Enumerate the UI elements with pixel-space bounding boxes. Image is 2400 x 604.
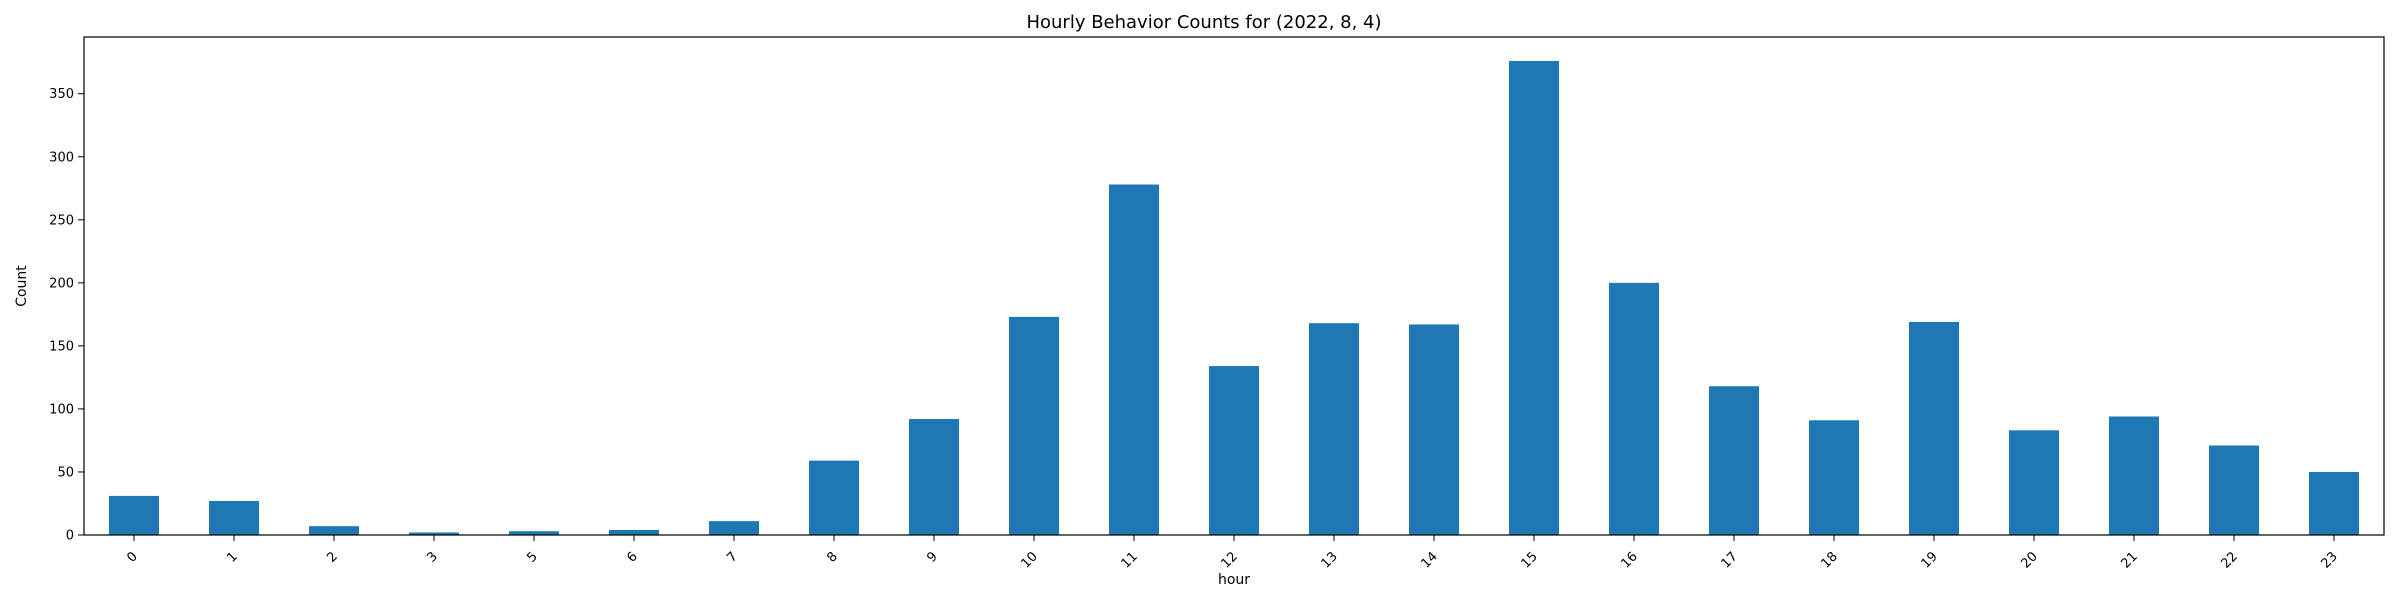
bar-hour-14 [1409, 324, 1459, 535]
y-tick-label: 50 [57, 465, 74, 480]
bar-hour-5 [509, 531, 559, 535]
bar-hour-2 [309, 526, 359, 535]
x-tick-label: 17 [1719, 549, 1741, 571]
y-tick-label: 200 [49, 276, 74, 291]
y-tick-label: 300 [49, 150, 74, 165]
x-tick-label: 16 [1619, 549, 1641, 571]
x-tick-label: 13 [1319, 549, 1341, 571]
bar-hour-19 [1909, 321, 1959, 535]
bar-hour-21 [2109, 416, 2159, 535]
x-tick-label: 10 [1019, 549, 1041, 571]
x-tick-label: 1 [224, 549, 240, 565]
bar-hour-11 [1109, 184, 1159, 535]
x-tick-label: 15 [1519, 549, 1541, 571]
x-axis-ticks: 0 1 2 3 5 6 7 8 9 10 11 12 13 14 15 16 17 18 19 20 21 22 23 [124, 535, 2341, 572]
bar-hour-1 [209, 500, 259, 535]
y-axis-ticks: 0 50 100 150 200 250 300 350 [49, 87, 84, 544]
x-tick-label: 23 [2319, 549, 2341, 571]
bar-hour-10 [1009, 316, 1059, 535]
x-tick-label: 3 [424, 549, 440, 565]
x-tick-label: 11 [1119, 549, 1141, 571]
bar-hour-13 [1309, 323, 1359, 535]
x-tick-label: 20 [2019, 549, 2041, 571]
x-tick-label: 19 [1919, 549, 1941, 571]
bar-hour-18 [1809, 420, 1859, 535]
bar-hour-6 [609, 529, 659, 535]
x-tick-label: 5 [524, 549, 540, 565]
chart-title: Hourly Behavior Counts for (2022, 8, 4) [1026, 12, 1381, 33]
bar-hour-22 [2209, 445, 2259, 535]
bar-hour-16 [1609, 282, 1659, 535]
x-tick-label: 9 [924, 549, 940, 565]
x-tick-label: 22 [2219, 549, 2241, 571]
bar-hour-0 [109, 495, 159, 535]
bar-hour-9 [909, 419, 959, 535]
bar-hour-8 [809, 460, 859, 535]
y-tick-label: 150 [49, 339, 74, 354]
y-tick-label: 0 [66, 529, 74, 544]
x-tick-label: 21 [2119, 549, 2141, 571]
x-tick-label: 12 [1219, 549, 1241, 571]
x-tick-label: 2 [324, 549, 340, 565]
bar-hour-20 [2009, 430, 2059, 535]
x-axis-label: hour [1218, 572, 1250, 588]
x-tick-label: 0 [124, 549, 140, 565]
y-tick-label: 250 [49, 213, 74, 228]
x-tick-label: 7 [724, 549, 740, 565]
bar-hour-3 [409, 532, 459, 535]
bar-hour-15 [1509, 60, 1559, 535]
bar-hour-7 [709, 521, 759, 535]
bar-hour-23 [2309, 471, 2359, 535]
x-tick-label: 14 [1419, 549, 1441, 571]
bar-hour-17 [1709, 386, 1759, 535]
y-tick-label: 100 [49, 402, 74, 417]
x-tick-label: 18 [1819, 549, 1841, 571]
x-tick-label: 8 [824, 549, 840, 565]
bars-group [109, 60, 2359, 535]
bar-hour-12 [1209, 366, 1259, 535]
y-tick-label: 350 [49, 87, 74, 102]
y-axis-label: Count [14, 265, 30, 307]
x-tick-label: 6 [624, 549, 640, 565]
